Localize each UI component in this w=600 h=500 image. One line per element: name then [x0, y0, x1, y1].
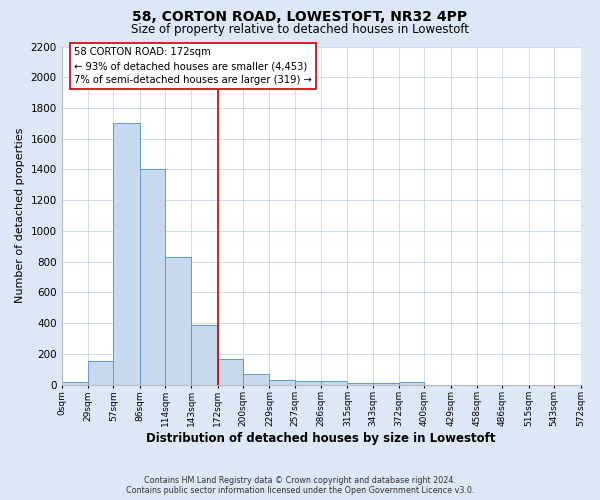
Bar [295, 382, 321, 384]
Bar [347, 383, 373, 384]
Bar [243, 374, 269, 384]
Bar [218, 359, 243, 384]
Text: Size of property relative to detached houses in Lowestoft: Size of property relative to detached ho… [131, 22, 469, 36]
Text: Contains HM Land Registry data © Crown copyright and database right 2024.
Contai: Contains HM Land Registry data © Crown c… [126, 476, 474, 495]
Bar [165, 257, 191, 384]
Bar [62, 382, 88, 384]
Bar [140, 170, 165, 384]
Bar [321, 380, 347, 384]
Text: 58, CORTON ROAD, LOWESTOFT, NR32 4PP: 58, CORTON ROAD, LOWESTOFT, NR32 4PP [133, 10, 467, 24]
Bar [88, 360, 113, 384]
Bar [269, 380, 295, 384]
Bar [191, 324, 218, 384]
Bar [399, 382, 424, 384]
Bar [373, 383, 399, 384]
Bar [113, 124, 140, 384]
Text: 58 CORTON ROAD: 172sqm
← 93% of detached houses are smaller (4,453)
7% of semi-d: 58 CORTON ROAD: 172sqm ← 93% of detached… [74, 48, 312, 86]
Y-axis label: Number of detached properties: Number of detached properties [15, 128, 25, 303]
X-axis label: Distribution of detached houses by size in Lowestoft: Distribution of detached houses by size … [146, 432, 496, 445]
